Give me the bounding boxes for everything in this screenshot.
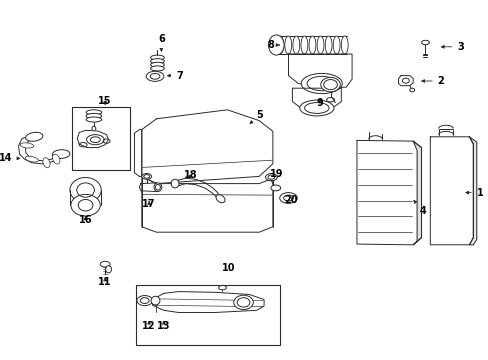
Ellipse shape (146, 71, 163, 81)
Ellipse shape (43, 158, 50, 168)
Ellipse shape (279, 193, 297, 203)
Polygon shape (292, 88, 341, 111)
Ellipse shape (137, 296, 152, 306)
Text: 3: 3 (441, 42, 463, 52)
Text: 6: 6 (158, 34, 164, 51)
Bar (136, 285, 280, 345)
Polygon shape (356, 140, 421, 245)
Ellipse shape (20, 143, 34, 148)
Ellipse shape (316, 36, 323, 54)
Ellipse shape (292, 36, 299, 54)
Ellipse shape (86, 113, 102, 118)
Ellipse shape (86, 117, 102, 122)
Bar (72, 107, 130, 170)
Ellipse shape (341, 36, 347, 54)
Ellipse shape (70, 177, 101, 203)
Text: 17: 17 (142, 199, 156, 210)
Polygon shape (429, 137, 472, 245)
Ellipse shape (409, 88, 414, 92)
Ellipse shape (270, 185, 280, 191)
Ellipse shape (308, 36, 315, 54)
Polygon shape (152, 292, 264, 312)
Ellipse shape (71, 194, 100, 216)
Ellipse shape (301, 73, 342, 94)
Ellipse shape (150, 55, 164, 60)
Ellipse shape (25, 156, 38, 162)
Text: 12: 12 (142, 321, 156, 331)
Text: 5: 5 (249, 110, 262, 123)
Ellipse shape (265, 174, 277, 181)
Text: 14: 14 (0, 153, 20, 163)
Polygon shape (412, 141, 421, 245)
Ellipse shape (300, 36, 307, 54)
Text: 13: 13 (157, 321, 170, 331)
Text: 19: 19 (269, 168, 283, 179)
Polygon shape (398, 76, 412, 86)
Ellipse shape (268, 35, 284, 55)
Ellipse shape (218, 285, 226, 290)
Ellipse shape (100, 261, 110, 267)
Ellipse shape (326, 98, 334, 102)
Ellipse shape (151, 296, 160, 305)
Text: 1: 1 (465, 188, 483, 198)
Ellipse shape (142, 174, 151, 179)
Polygon shape (468, 137, 476, 245)
Ellipse shape (276, 36, 283, 54)
Polygon shape (288, 54, 351, 88)
Text: 4: 4 (413, 201, 426, 216)
Text: 16: 16 (79, 215, 92, 225)
Ellipse shape (233, 295, 253, 310)
Ellipse shape (216, 195, 224, 203)
Ellipse shape (105, 266, 111, 273)
Text: 7: 7 (167, 71, 183, 81)
Polygon shape (77, 130, 108, 148)
Text: 2: 2 (421, 76, 444, 86)
Polygon shape (142, 110, 272, 184)
Ellipse shape (86, 110, 102, 115)
Ellipse shape (333, 36, 340, 54)
Text: 18: 18 (183, 170, 197, 180)
Ellipse shape (92, 126, 96, 131)
Ellipse shape (25, 132, 43, 141)
Polygon shape (139, 183, 157, 192)
Ellipse shape (325, 36, 331, 54)
Ellipse shape (299, 100, 333, 116)
Ellipse shape (171, 179, 179, 188)
Ellipse shape (52, 154, 60, 164)
Text: 9: 9 (316, 98, 323, 108)
Ellipse shape (284, 36, 291, 54)
Text: 15: 15 (98, 96, 112, 106)
Polygon shape (134, 130, 142, 176)
Ellipse shape (154, 183, 162, 192)
Ellipse shape (421, 40, 428, 45)
Text: 8: 8 (266, 40, 279, 50)
Polygon shape (142, 176, 272, 232)
Ellipse shape (150, 66, 164, 71)
Ellipse shape (52, 150, 70, 158)
Text: 11: 11 (98, 276, 112, 287)
Ellipse shape (150, 62, 164, 67)
Ellipse shape (320, 77, 340, 92)
Text: 10: 10 (222, 263, 235, 273)
Text: 20: 20 (284, 195, 297, 205)
Ellipse shape (150, 59, 164, 64)
